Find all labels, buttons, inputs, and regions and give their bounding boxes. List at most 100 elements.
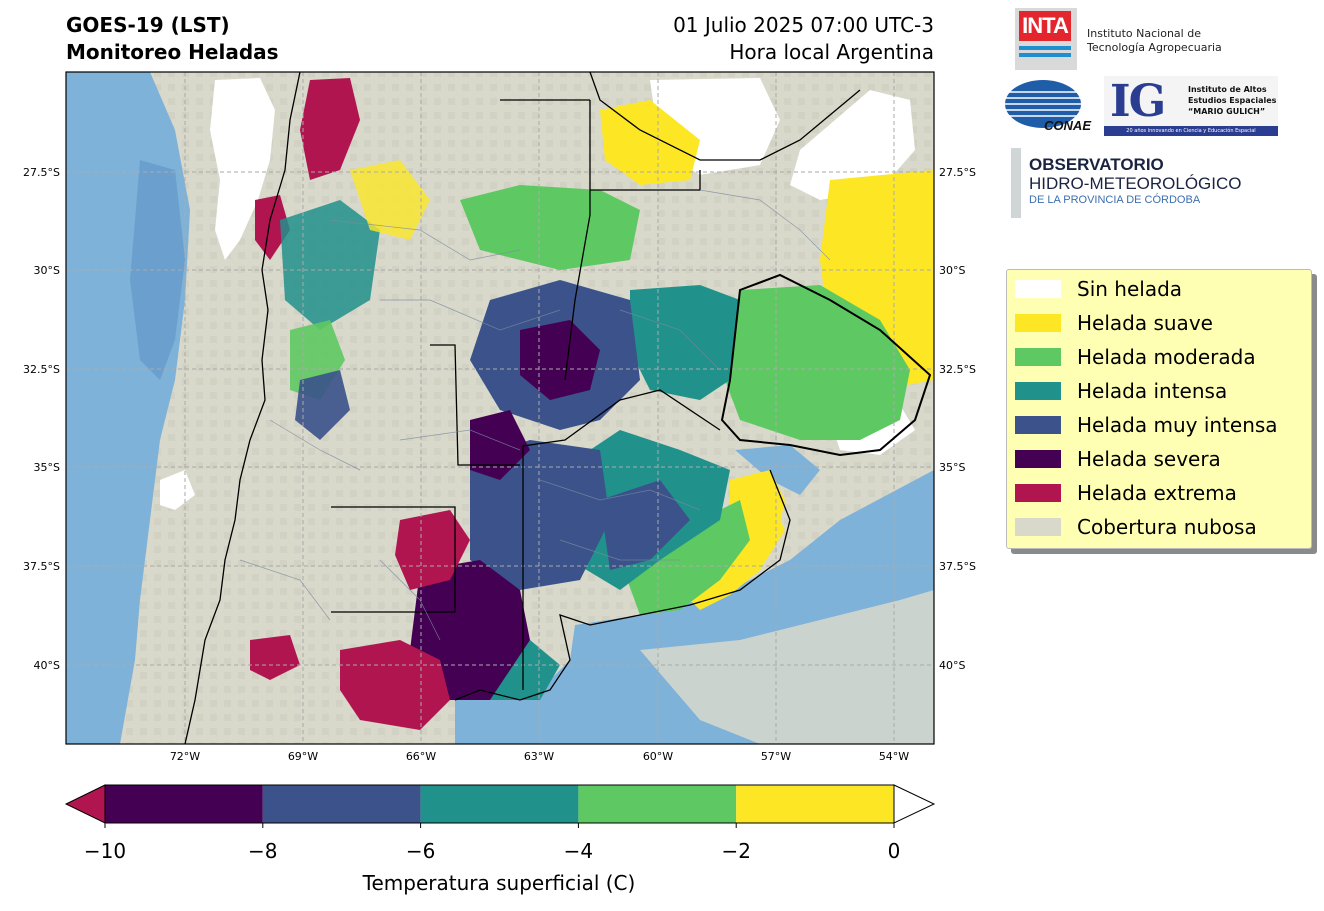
observatorio-line-1: OBSERVATORIO bbox=[1029, 155, 1164, 174]
colorbar-label: Temperatura superficial (C) bbox=[362, 871, 636, 895]
atlantic-cloud-band bbox=[640, 590, 934, 744]
extreme-frost-north-andes bbox=[300, 78, 360, 180]
lon-tick: 69°W bbox=[288, 750, 318, 763]
legend-swatch-extreme bbox=[1015, 484, 1061, 502]
legend-item: Helada muy intensa bbox=[1015, 410, 1278, 440]
lon-tick: 54°W bbox=[879, 750, 909, 763]
title-line-2: Monitoreo Heladas bbox=[66, 40, 279, 64]
legend-swatch-no-frost bbox=[1015, 280, 1061, 298]
map-date: 01 Julio 2025 07:00 UTC-3 Hora local Arg… bbox=[673, 12, 934, 66]
mild-frost-north bbox=[600, 100, 700, 185]
legend-item: Cobertura nubosa bbox=[1015, 512, 1257, 542]
colorbar: −10 −8 −6 −4 −2 0 Temperatura superficial (C) bbox=[64, 784, 936, 895]
west-clear-patch bbox=[160, 470, 195, 510]
colorbar-tick-label: 0 bbox=[888, 839, 901, 863]
lon-tick: 63°W bbox=[524, 750, 554, 763]
andes-snow-cloud bbox=[210, 78, 275, 260]
lat-tick-left: 37.5°S bbox=[23, 560, 60, 573]
lat-ticks-right: 27.5°S 30°S 32.5°S 35°S 37.5°S 40°S bbox=[939, 166, 976, 672]
lat-tick-right: 40°S bbox=[939, 659, 965, 672]
legend-label: Helada moderada bbox=[1077, 345, 1256, 369]
colorbar-frame bbox=[104, 784, 895, 824]
lon-tick: 57°W bbox=[761, 750, 791, 763]
legend-item: Helada severa bbox=[1015, 444, 1221, 474]
title-line-1: GOES-19 (LST) bbox=[66, 13, 230, 37]
colorbar-tick-label: −4 bbox=[564, 839, 593, 863]
grid-lines bbox=[66, 72, 934, 744]
map-area bbox=[66, 72, 934, 744]
extreme-frost-catamarca bbox=[255, 195, 290, 260]
lon-tick: 60°W bbox=[643, 750, 673, 763]
lat-tick-left: 40°S bbox=[34, 659, 60, 672]
inta-logo-text: Instituto Nacional de Tecnología Agropec… bbox=[1087, 27, 1222, 55]
conae-logo: CONAE bbox=[1005, 80, 1091, 133]
moderate-frost-uruguay bbox=[725, 285, 910, 440]
rio-de-la-plata bbox=[735, 445, 820, 495]
department-lines bbox=[239, 189, 831, 641]
ig-line-2: Estudios Espaciales bbox=[1188, 96, 1277, 105]
observatorio-line-2: HIDRO-METEOROLÓGICO bbox=[1029, 174, 1242, 193]
colorbar-bin bbox=[578, 785, 737, 823]
legend-item: Helada moderada bbox=[1015, 342, 1256, 372]
lat-tick-right: 35°S bbox=[939, 461, 965, 474]
uruguay-border bbox=[720, 273, 932, 457]
colorbar-tick-label: −6 bbox=[406, 839, 435, 863]
date-line-2: Hora local Argentina bbox=[729, 40, 934, 64]
very-intense-frost-bsas-south bbox=[600, 480, 690, 570]
colorbar-bin bbox=[420, 785, 579, 823]
cordoba-border bbox=[430, 344, 520, 466]
legend-item: Helada extrema bbox=[1015, 478, 1237, 508]
buenos-aires-border bbox=[522, 389, 721, 690]
lat-tick-left: 27.5°S bbox=[23, 166, 60, 179]
observatorio-line-3: DE LA PROVINCIA DE CÓRDOBA bbox=[1029, 194, 1201, 206]
inta-logo-stripe bbox=[1019, 46, 1071, 50]
ig-logo-text: Instituto de Altos Estudios Espaciales “… bbox=[1188, 84, 1276, 117]
no-frost-misiones bbox=[790, 90, 915, 200]
lat-tick-left: 35°S bbox=[34, 461, 60, 474]
severe-frost-cordoba bbox=[520, 320, 600, 400]
legend-label: Cobertura nubosa bbox=[1077, 515, 1257, 539]
inta-line-2: Tecnología Agropecuaria bbox=[1087, 41, 1222, 54]
legend-item: Helada intensa bbox=[1015, 376, 1227, 406]
paraguay-border bbox=[589, 72, 861, 161]
ig-gulich-logo: IG Instituto de Altos Estudios Espaciale… bbox=[1104, 76, 1278, 136]
legend-swatch-very-intense bbox=[1015, 416, 1061, 434]
lat-ticks-left: 27.5°S 30°S 32.5°S 35°S 37.5°S 40°S bbox=[23, 166, 60, 672]
map-title: GOES-19 (LST) Monitoreo Heladas bbox=[66, 12, 279, 66]
legend-item: Helada suave bbox=[1015, 308, 1213, 338]
map-frame bbox=[65, 71, 935, 745]
legend-swatch-intense bbox=[1015, 382, 1061, 400]
inta-line-1: Instituto Nacional de bbox=[1087, 27, 1201, 40]
northwest-intense-strip bbox=[295, 370, 350, 440]
political-borders bbox=[184, 72, 932, 744]
inta-logo-stripe bbox=[1019, 53, 1071, 57]
bsas-coast bbox=[454, 469, 791, 701]
moderate-frost-chaco bbox=[460, 185, 640, 270]
lon-tick: 66°W bbox=[406, 750, 436, 763]
lat-tick-left: 32.5°S bbox=[23, 363, 60, 376]
extreme-frost-mendoza bbox=[395, 510, 470, 590]
observatorio-logo-bar bbox=[1011, 148, 1021, 218]
northwest-mixed-frost bbox=[280, 200, 380, 330]
legend-label: Helada intensa bbox=[1077, 379, 1228, 403]
legend-swatch-severe bbox=[1015, 450, 1061, 468]
extreme-frost-neuquen bbox=[250, 635, 300, 680]
lon-ticks: 72°W 69°W 66°W 63°W 60°W 57°W 54°W bbox=[170, 750, 909, 763]
moderate-frost-bsas bbox=[620, 500, 750, 615]
colorbar-under-extension bbox=[64, 784, 106, 824]
observatorio-logo: OBSERVATORIO HIDRO-METEOROLÓGICO DE LA P… bbox=[1029, 155, 1242, 206]
legend-swatch-mild bbox=[1015, 314, 1061, 332]
northwest-mild-frost bbox=[350, 160, 430, 240]
conae-logo-mark: CONAE bbox=[1044, 118, 1091, 133]
legend-swatch-cloud bbox=[1015, 518, 1061, 536]
legend-label: Helada suave bbox=[1077, 311, 1213, 335]
date-line-1: 01 Julio 2025 07:00 UTC-3 bbox=[673, 13, 934, 37]
lat-tick-right: 32.5°S bbox=[939, 363, 976, 376]
inta-logo-mark: INTA bbox=[1019, 11, 1071, 41]
lat-tick-left: 30°S bbox=[34, 264, 60, 277]
legend-label: Helada severa bbox=[1077, 447, 1221, 471]
lat-tick-right: 30°S bbox=[939, 264, 965, 277]
colorbar-bin bbox=[262, 785, 421, 823]
lat-tick-right: 27.5°S bbox=[939, 166, 976, 179]
